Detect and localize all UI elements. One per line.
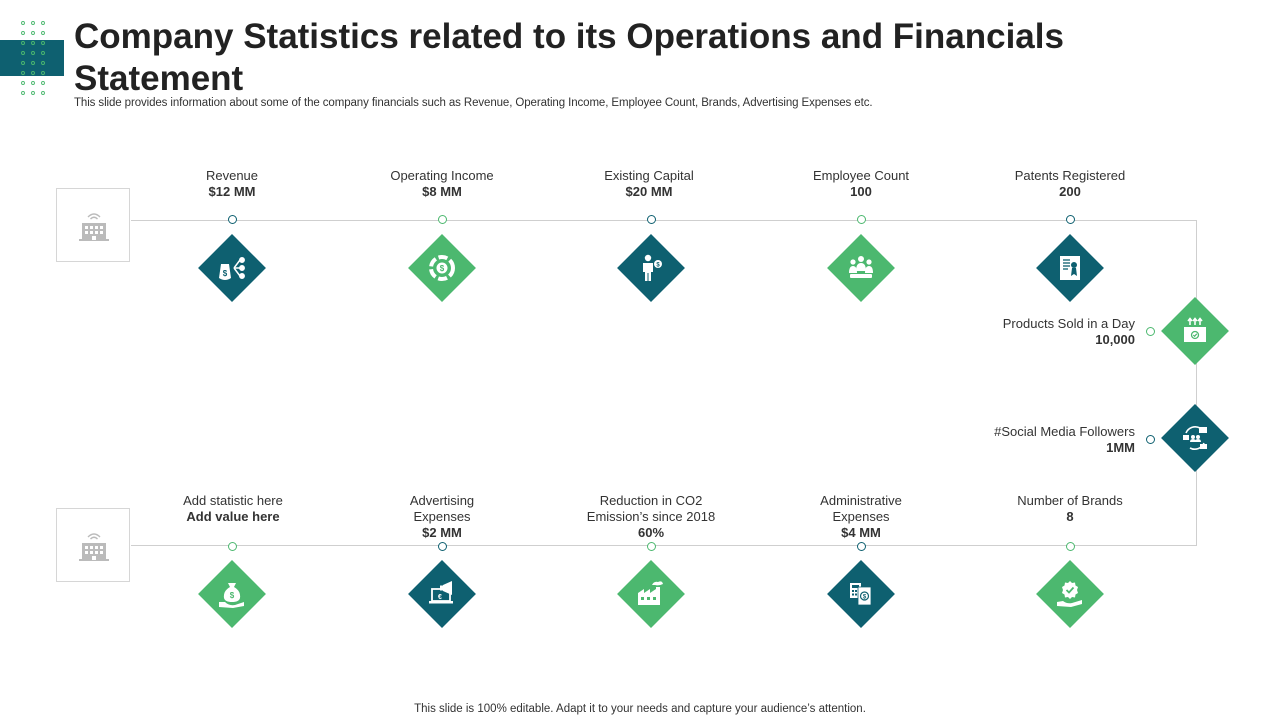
stat-value: 1MM bbox=[1106, 440, 1135, 455]
stat-value: 8 bbox=[1066, 509, 1074, 524]
dot-grid-decoration bbox=[21, 21, 45, 95]
calculator-bill-icon: $ bbox=[850, 583, 872, 606]
bottom-building-box bbox=[56, 508, 130, 582]
svg-text:$: $ bbox=[230, 591, 235, 600]
brand-hand-icon bbox=[1057, 581, 1082, 607]
stat-label-co2-reduction: Reduction in CO2 Emission’s since 2018 6… bbox=[566, 493, 736, 541]
svg-text:$: $ bbox=[223, 269, 228, 278]
timeline-node bbox=[228, 542, 237, 551]
stat-value: $12 MM bbox=[208, 184, 256, 199]
stat-name: Reduction in CO2 Emission’s since 2018 bbox=[586, 493, 716, 524]
timeline-node bbox=[1066, 215, 1075, 224]
stat-label-products-sold: Products Sold in a Day 10,000 bbox=[915, 316, 1135, 348]
timeline-node bbox=[1146, 435, 1155, 444]
stat-value: 10,000 bbox=[1095, 332, 1135, 347]
building-icon bbox=[79, 213, 109, 241]
svg-text:$: $ bbox=[656, 263, 660, 269]
timeline-node bbox=[438, 542, 447, 551]
stat-label-advertising-expenses: Advertising Expenses $2 MM bbox=[357, 493, 527, 541]
social-media-icon bbox=[1183, 426, 1207, 450]
stat-label-social-media-followers: #Social Media Followers 1MM bbox=[915, 424, 1135, 456]
page-subtitle: This slide provides information about so… bbox=[74, 97, 873, 109]
stat-name: Products Sold in a Day bbox=[1002, 316, 1135, 331]
stat-name: Operating Income bbox=[390, 168, 494, 183]
timeline-node bbox=[438, 215, 447, 224]
stat-label-existing-capital: Existing Capital $20 MM bbox=[564, 168, 734, 200]
timeline-node bbox=[647, 215, 656, 224]
footer-note: This slide is 100% editable. Adapt it to… bbox=[414, 703, 866, 715]
stat-value: Add value here bbox=[186, 509, 280, 524]
factory-icon bbox=[638, 581, 663, 605]
timeline-node bbox=[647, 542, 656, 551]
stat-name: Patents Registered bbox=[1014, 168, 1126, 183]
timeline-node bbox=[1146, 327, 1155, 336]
stat-value: 60% bbox=[637, 525, 665, 540]
top-connector-line bbox=[131, 220, 1197, 221]
stat-label-administrative-expenses: Administrative Expenses $4 MM bbox=[776, 493, 946, 541]
stat-value: 200 bbox=[1059, 184, 1081, 199]
building-icon bbox=[79, 533, 109, 561]
stat-name: #Social Media Followers bbox=[994, 424, 1135, 439]
timeline-node bbox=[857, 542, 866, 551]
svg-text:$: $ bbox=[863, 595, 867, 601]
timeline-node bbox=[1066, 542, 1075, 551]
stat-label-patents-registered: Patents Registered 200 bbox=[985, 168, 1155, 200]
stat-value: $8 MM bbox=[422, 184, 462, 199]
stat-name: Advertising Expenses bbox=[409, 493, 475, 524]
stat-name: Employee Count bbox=[812, 168, 910, 183]
stat-value: $2 MM bbox=[422, 525, 462, 540]
top-building-box bbox=[56, 188, 130, 262]
stat-label-number-of-brands: Number of Brands 8 bbox=[985, 493, 1155, 525]
stat-value: $4 MM bbox=[841, 525, 881, 540]
money-hand-icon: $ bbox=[219, 583, 244, 608]
svg-text:$: $ bbox=[440, 264, 445, 273]
money-bag-chart-icon: $ bbox=[219, 257, 245, 280]
timeline-node bbox=[857, 215, 866, 224]
stat-label-revenue: Revenue $12 MM bbox=[147, 168, 317, 200]
certificate-icon bbox=[1060, 256, 1080, 280]
businessman-dollar-icon: $ bbox=[643, 254, 662, 281]
stat-name: Revenue bbox=[205, 168, 259, 183]
svg-text:€: € bbox=[438, 594, 442, 601]
dollar-cycle-icon: $ bbox=[429, 255, 455, 281]
stat-value: 100 bbox=[850, 184, 872, 199]
timeline-node bbox=[228, 215, 237, 224]
team-group-icon bbox=[849, 256, 873, 278]
bottom-connector-line bbox=[131, 545, 1197, 546]
header-accent-bar bbox=[0, 40, 64, 76]
page-title: Company Statistics related to its Operat… bbox=[74, 17, 1064, 98]
product-box-icon bbox=[1184, 317, 1206, 342]
stat-name: Number of Brands bbox=[1017, 493, 1123, 508]
right-connector-line bbox=[1196, 220, 1197, 546]
stat-label-operating-income: Operating Income $8 MM bbox=[357, 168, 527, 200]
stat-name: Existing Capital bbox=[604, 168, 694, 183]
stat-name: Add statistic here bbox=[183, 493, 283, 508]
stat-label-employee-count: Employee Count 100 bbox=[776, 168, 946, 200]
megaphone-laptop-icon: € bbox=[429, 581, 453, 604]
stat-name: Administrative Expenses bbox=[820, 493, 902, 524]
stat-value: $20 MM bbox=[625, 184, 673, 199]
stat-label-add-statistic: Add statistic here Add value here bbox=[148, 493, 318, 525]
